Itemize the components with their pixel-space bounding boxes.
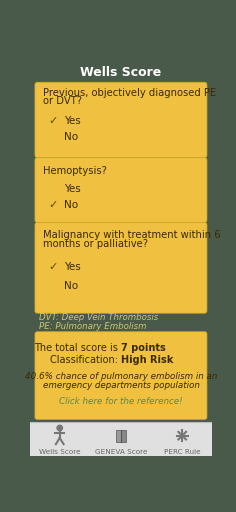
Text: Wells Score: Wells Score <box>39 449 80 455</box>
Text: Yes: Yes <box>63 262 80 272</box>
Text: Yes: Yes <box>63 116 80 126</box>
Text: High Risk: High Risk <box>121 355 173 365</box>
FancyBboxPatch shape <box>116 430 121 442</box>
Text: DVT: Deep Vein Thrombosis: DVT: Deep Vein Thrombosis <box>39 313 158 322</box>
Text: or DVT?: or DVT? <box>43 96 82 106</box>
Text: months or palliative?: months or palliative? <box>43 239 148 249</box>
FancyBboxPatch shape <box>30 61 212 83</box>
Text: No: No <box>63 281 78 291</box>
Text: Previous, objectively diagnosed PE: Previous, objectively diagnosed PE <box>43 88 217 98</box>
FancyBboxPatch shape <box>35 222 207 313</box>
Text: ✓: ✓ <box>48 200 57 209</box>
FancyBboxPatch shape <box>35 82 207 158</box>
Text: ✓: ✓ <box>48 262 57 272</box>
Text: 40.6% chance of pulmonary embolism in an: 40.6% chance of pulmonary embolism in an <box>25 372 217 381</box>
Text: ✓: ✓ <box>48 116 57 126</box>
FancyBboxPatch shape <box>35 158 207 222</box>
Circle shape <box>57 425 63 431</box>
Text: Yes: Yes <box>63 184 80 194</box>
Text: Wells Score: Wells Score <box>80 66 162 79</box>
Text: No: No <box>63 200 78 209</box>
Text: PERC Rule: PERC Rule <box>164 449 201 455</box>
Text: The total score is: The total score is <box>34 343 121 353</box>
FancyBboxPatch shape <box>121 430 126 442</box>
Text: Hemoptysis?: Hemoptysis? <box>43 166 107 176</box>
FancyBboxPatch shape <box>30 422 212 456</box>
Text: 7 points: 7 points <box>121 343 166 353</box>
Text: No: No <box>63 132 78 142</box>
Text: PE: Pulmonary Embolism: PE: Pulmonary Embolism <box>39 322 146 331</box>
Text: GENEVA Score: GENEVA Score <box>95 449 147 455</box>
Text: Click here for the reference!: Click here for the reference! <box>59 397 183 407</box>
Text: Malignancy with treatment within 6: Malignancy with treatment within 6 <box>43 230 221 240</box>
FancyBboxPatch shape <box>35 332 207 419</box>
Text: emergency departments population: emergency departments population <box>42 381 199 390</box>
Text: Classification:: Classification: <box>50 355 121 365</box>
